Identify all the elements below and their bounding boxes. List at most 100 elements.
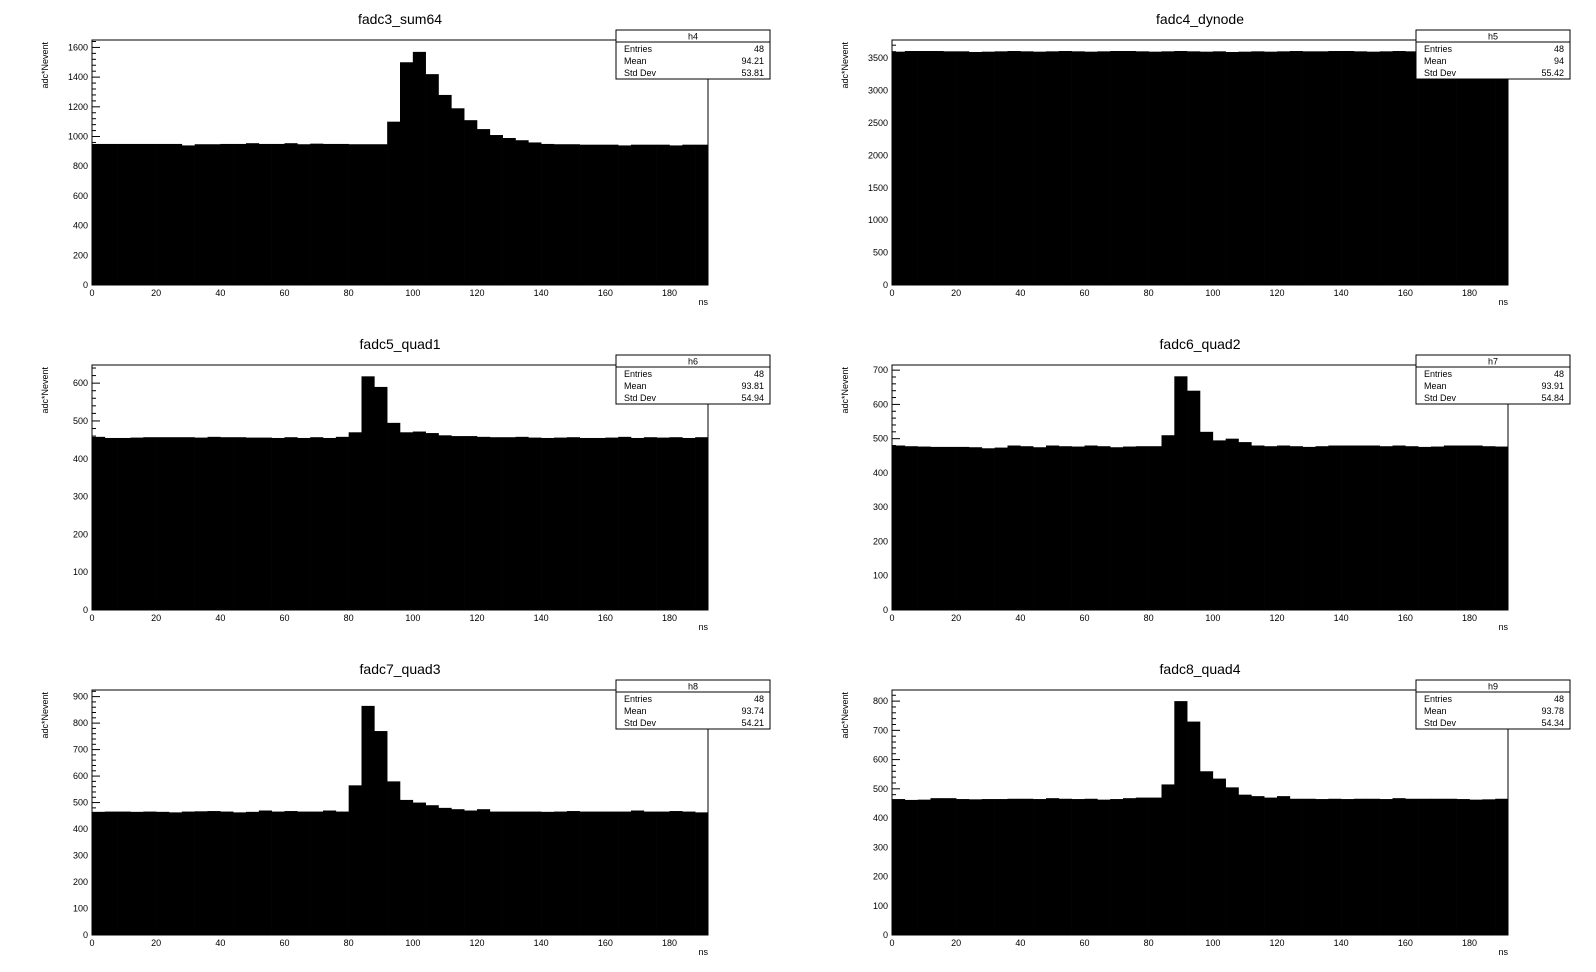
histogram-bar	[335, 436, 349, 610]
stats-row-value: 53.81	[741, 68, 764, 78]
y-tick-label: 500	[873, 434, 888, 444]
y-tick-label: 300	[73, 851, 88, 861]
histogram-bar	[220, 437, 234, 610]
histogram-bar	[1341, 445, 1355, 610]
y-axis-label: adc*Nevent	[840, 42, 850, 89]
stats-box-frame	[1415, 29, 1571, 80]
histogram-bar	[669, 811, 683, 935]
histogram-panel: fadc3_sum64 0 20 40 60 80 100 120 140 160 180 0 200 4…	[40, 11, 771, 307]
stats-row-label: Mean	[1424, 706, 1447, 716]
histogram-bar	[1007, 798, 1021, 935]
y-tick-label: 900	[73, 692, 88, 702]
stats-row-value: 48	[1554, 369, 1564, 379]
x-tick-label: 140	[1334, 938, 1349, 948]
histogram-bar	[181, 437, 195, 610]
histogram-bar	[695, 437, 709, 610]
histogram-bar	[1354, 445, 1368, 610]
histogram-bar	[1469, 445, 1483, 610]
histogram-bar	[438, 94, 452, 285]
histogram-bar	[412, 51, 426, 285]
histogram-bar	[374, 144, 388, 285]
stats-row-value: 93.81	[741, 381, 764, 391]
histogram-bar	[284, 437, 298, 610]
y-tick-label: 1000	[868, 215, 888, 225]
histogram-bar	[92, 811, 106, 935]
x-tick-label: 60	[279, 288, 289, 298]
histogram-bar	[631, 144, 645, 285]
histogram-bar	[1302, 798, 1316, 935]
x-tick-label: 180	[1462, 288, 1477, 298]
histogram-bar	[104, 143, 118, 285]
stats-row-label: Mean	[624, 56, 647, 66]
histogram-bar	[1200, 51, 1214, 285]
y-tick-label: 600	[73, 378, 88, 388]
histogram-bar	[1110, 799, 1124, 935]
stats-row-label: Mean	[1424, 56, 1447, 66]
x-tick-label: 0	[89, 613, 94, 623]
histogram-bar	[554, 437, 568, 610]
histogram-bar	[1225, 438, 1239, 610]
y-tick-label: 200	[873, 536, 888, 546]
x-tick-label: 120	[469, 288, 484, 298]
histogram-bar	[1277, 796, 1291, 935]
histogram-bar	[1251, 445, 1265, 610]
histogram-bar	[930, 798, 944, 935]
x-tick-label: 160	[1398, 613, 1413, 623]
histogram-bar	[1007, 51, 1021, 285]
histogram-bar	[310, 143, 324, 285]
histogram-bar	[669, 145, 683, 285]
histogram-bar	[1379, 446, 1393, 610]
stats-box-name: h5	[1488, 32, 1498, 42]
histogram-bar	[1315, 799, 1329, 935]
y-tick-label: 200	[73, 529, 88, 539]
histogram-bar	[566, 144, 580, 285]
stats-row-label: Std Dev	[624, 718, 657, 728]
histogram-bar	[631, 437, 645, 610]
x-tick-label: 0	[889, 938, 894, 948]
histogram-bar	[1251, 51, 1265, 286]
histogram-bar	[956, 51, 970, 286]
histogram-bar	[130, 811, 144, 935]
histogram-bar	[1084, 445, 1098, 610]
histogram-bar	[1187, 51, 1201, 286]
histogram-bar	[1405, 51, 1419, 286]
y-tick-label: 300	[873, 842, 888, 852]
x-axis-label: ns	[1498, 947, 1508, 957]
stats-box-name: h6	[688, 357, 698, 367]
stats-row-label: Std Dev	[624, 68, 657, 78]
histogram-bar	[207, 144, 221, 285]
histogram-bar	[1212, 778, 1226, 935]
x-tick-label: 60	[1079, 288, 1089, 298]
histogram-bar	[92, 436, 106, 610]
histogram-bar	[1148, 797, 1162, 935]
histogram-bar	[1392, 798, 1406, 935]
histogram-bar	[104, 811, 118, 935]
histogram-bar	[451, 436, 465, 610]
histogram-bar	[917, 446, 931, 610]
histogram-bar	[438, 435, 452, 610]
histogram-bar	[246, 437, 260, 610]
x-tick-label: 40	[1015, 288, 1025, 298]
stats-row-label: Entries	[1424, 44, 1453, 54]
histogram-bar	[1277, 445, 1291, 610]
histogram-bar	[1495, 446, 1509, 610]
histogram-panel: fadc5_quad1 0 20 40 60 80 100 120 140 160 180 0 100 2…	[40, 336, 771, 632]
histogram-bar	[1123, 446, 1137, 610]
histogram-bar	[1469, 51, 1483, 285]
histogram-bar	[1341, 51, 1355, 285]
histogram-bar	[451, 809, 465, 935]
x-tick-label: 120	[1269, 938, 1284, 948]
x-tick-label: 180	[1462, 938, 1477, 948]
y-tick-label: 0	[83, 930, 88, 940]
y-tick-label: 500	[73, 798, 88, 808]
histogram-bar	[464, 810, 478, 935]
histogram-bar	[669, 437, 683, 610]
histogram-bar	[917, 799, 931, 935]
x-tick-label: 160	[598, 938, 613, 948]
histogram-bar	[528, 437, 542, 610]
histogram-bar	[579, 811, 593, 935]
histogram-bar	[156, 811, 170, 935]
histogram-bar	[297, 144, 311, 285]
histogram-bar	[1354, 51, 1368, 286]
stats-box-name: h7	[1488, 357, 1498, 367]
